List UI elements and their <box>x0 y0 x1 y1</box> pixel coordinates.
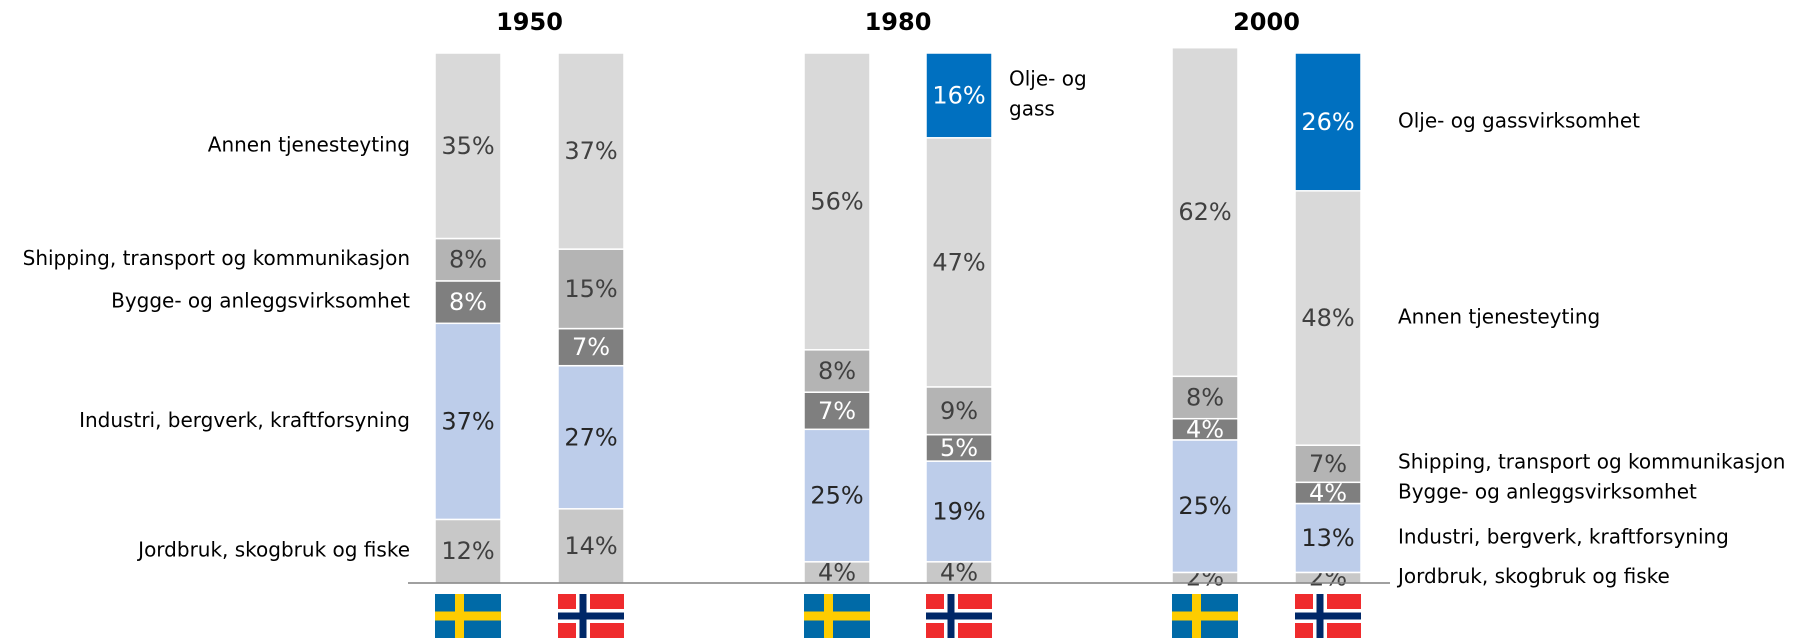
bar-segment <box>925 433 993 462</box>
bar-segment <box>925 52 993 139</box>
series-label: Jordbruk, skogbruk og fiske <box>1396 564 1670 588</box>
flag <box>558 594 624 638</box>
series-label: Industri, bergverk, kraftforsyning <box>79 408 410 432</box>
series-label: Olje- og gassvirksomhet <box>1398 108 1640 132</box>
value-label: 56% <box>810 187 863 215</box>
flag <box>804 594 870 638</box>
value-label: 16% <box>932 81 985 109</box>
series-label: Shipping, transport og kommunikasjon <box>23 246 410 270</box>
group-label: 2000 <box>1233 8 1300 36</box>
annotation: Olje- og <box>1009 67 1087 91</box>
series-label: Shipping, transport og kommunikasjon <box>1398 449 1785 473</box>
value-label: 25% <box>1178 492 1231 520</box>
bar-segment <box>803 428 871 563</box>
flag <box>1295 594 1361 638</box>
value-label: 37% <box>564 137 617 165</box>
value-label: 4% <box>940 558 978 586</box>
flag-cross <box>804 611 870 621</box>
bar-segment <box>1294 52 1362 192</box>
value-label: 14% <box>564 532 617 560</box>
flag-cross <box>1295 612 1361 620</box>
series-label: Bygge- og anleggsvirksomhet <box>111 289 410 313</box>
value-label: 4% <box>1186 415 1224 443</box>
value-label: 8% <box>449 246 487 274</box>
value-label: 25% <box>810 482 863 510</box>
bar-segment <box>557 508 625 584</box>
bar-segment <box>1171 46 1239 378</box>
value-label: 8% <box>818 357 856 385</box>
series-label: Annen tjenesteyting <box>1398 305 1600 329</box>
group-label: 1980 <box>865 8 932 36</box>
value-label: 7% <box>572 333 610 361</box>
group-label: 1950 <box>496 8 563 36</box>
value-label: 8% <box>449 288 487 316</box>
value-label: 48% <box>1301 304 1354 332</box>
flag-cross <box>1172 611 1238 621</box>
value-label: 26% <box>1301 108 1354 136</box>
value-label: 4% <box>818 558 856 586</box>
value-label: 12% <box>441 537 494 565</box>
value-label: 15% <box>564 275 617 303</box>
value-label: 7% <box>818 397 856 425</box>
flag-cross <box>435 611 501 621</box>
bar-segment <box>1294 502 1362 574</box>
value-label: 19% <box>932 497 985 525</box>
bar-segment <box>434 237 502 282</box>
value-label: 5% <box>940 434 978 462</box>
value-label: 37% <box>441 407 494 435</box>
bar-segment <box>803 391 871 431</box>
value-label: 62% <box>1178 198 1231 226</box>
bar-segment <box>434 518 502 584</box>
value-label: 35% <box>441 132 494 160</box>
flag <box>1172 594 1238 638</box>
bar-segment <box>1294 444 1362 484</box>
series-label: Annen tjenesteyting <box>208 132 410 156</box>
value-label: 13% <box>1301 524 1354 552</box>
bar-segment <box>1171 375 1239 420</box>
series-label: Bygge- og anleggsvirksomhet <box>1398 479 1697 503</box>
bar-segment <box>434 52 502 240</box>
value-label: 9% <box>940 397 978 425</box>
bar-segment <box>1171 439 1239 574</box>
bar-segment <box>434 322 502 521</box>
value-label: 7% <box>1309 450 1347 478</box>
bar-segment <box>557 248 625 330</box>
flag <box>435 594 501 638</box>
flag-cross <box>558 612 624 620</box>
bar-segment <box>925 460 993 563</box>
value-label: 47% <box>932 248 985 276</box>
bar-segment <box>803 52 871 351</box>
series-label: Jordbruk, skogbruk og fiske <box>136 538 410 562</box>
flag-cross <box>926 612 992 620</box>
bar-segment <box>803 349 871 393</box>
bar-segment <box>557 327 625 367</box>
value-label: 8% <box>1186 384 1224 412</box>
value-label: 4% <box>1309 479 1347 507</box>
bar-segment <box>557 52 625 250</box>
series-label: Industri, bergverk, kraftforsyning <box>1398 524 1729 548</box>
bar-segment <box>557 364 625 510</box>
value-label: 27% <box>564 423 617 451</box>
flag <box>926 594 992 638</box>
annotation: gass <box>1009 97 1055 121</box>
